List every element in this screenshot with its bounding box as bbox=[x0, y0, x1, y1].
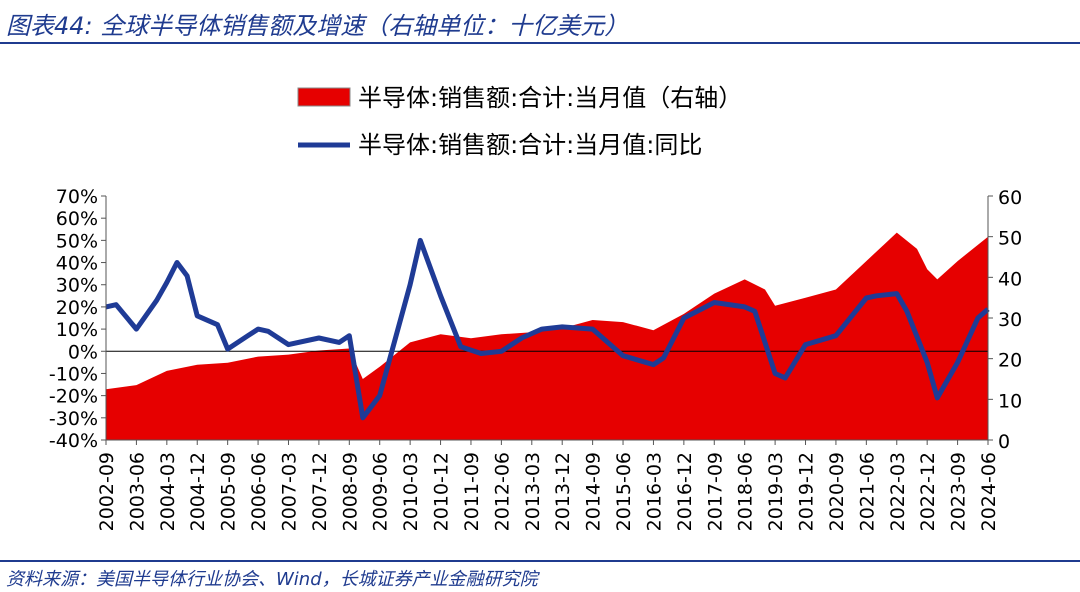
left-tick-label: 30% bbox=[56, 275, 98, 297]
right-tick-label: 0 bbox=[998, 431, 1010, 453]
right-tick-label: 60 bbox=[998, 187, 1022, 209]
x-tick-label: 2003-06 bbox=[126, 452, 148, 531]
left-tick-label: 60% bbox=[56, 208, 98, 230]
x-tick-label: 2022-12 bbox=[917, 452, 939, 531]
x-tick-label: 2007-03 bbox=[279, 452, 301, 531]
footer-divider bbox=[0, 560, 1080, 562]
left-tick-label: -20% bbox=[49, 386, 98, 408]
left-tick-label: -40% bbox=[49, 430, 98, 452]
x-tick-label: 2024-06 bbox=[978, 452, 1000, 531]
x-tick-label: 2013-12 bbox=[552, 452, 574, 531]
left-tick-label: 0% bbox=[68, 341, 98, 363]
x-tick-label: 2019-12 bbox=[796, 452, 818, 531]
x-tick-label: 2019-03 bbox=[765, 452, 787, 531]
legend-swatch-area bbox=[297, 87, 351, 107]
chart-title: 图表44: 全球半导体销售额及增速（右轴单位：十亿美元） bbox=[6, 12, 629, 40]
legend-label-area: 半导体:销售额:合计:当月值（右轴） bbox=[358, 84, 742, 112]
right-tick-label: 20 bbox=[998, 350, 1022, 372]
sales-area-series bbox=[106, 232, 988, 440]
x-tick-label: 2022-03 bbox=[887, 452, 909, 531]
right-tick-label: 30 bbox=[998, 309, 1022, 331]
chart-canvas: 半导体:销售额:合计:当月值（右轴） 半导体:销售额:合计:当月值:同比 -40… bbox=[49, 84, 1022, 531]
x-tick-label: 2021-06 bbox=[856, 452, 878, 531]
x-tick-label: 2015-06 bbox=[613, 452, 635, 531]
x-tick-label: 2011-09 bbox=[461, 452, 483, 531]
x-tick-label: 2020-09 bbox=[826, 452, 848, 531]
x-tick-label: 2007-12 bbox=[309, 452, 331, 531]
x-tick-label: 2014-09 bbox=[583, 452, 605, 531]
x-tick-label: 2010-03 bbox=[400, 452, 422, 531]
source-note: 资料来源：美国半导体行业协会、Wind，长城证券产业金融研究院 bbox=[6, 569, 538, 590]
left-tick-label: -30% bbox=[49, 408, 98, 430]
left-tick-label: 50% bbox=[56, 230, 98, 252]
x-tick-label: 2006-06 bbox=[248, 452, 270, 531]
x-tick-label: 2012-06 bbox=[491, 452, 513, 531]
x-tick-label: 2008-09 bbox=[339, 452, 361, 531]
plot-area: -40%-30%-20%-10%0%10%20%30%40%50%60%70% 0… bbox=[49, 186, 1022, 531]
x-tick-label: 2023-09 bbox=[948, 452, 970, 531]
x-tick-label: 2004-12 bbox=[187, 452, 209, 531]
x-tick-label: 2018-06 bbox=[735, 452, 757, 531]
x-tick-label: 2009-06 bbox=[370, 452, 392, 531]
x-tick-label: 2016-03 bbox=[643, 452, 665, 531]
left-tick-label: 40% bbox=[56, 253, 98, 275]
legend-label-line: 半导体:销售额:合计:当月值:同比 bbox=[358, 131, 702, 159]
x-tick-label: 2002-09 bbox=[96, 452, 118, 531]
right-tick-label: 40 bbox=[998, 268, 1022, 290]
legend: 半导体:销售额:合计:当月值（右轴） 半导体:销售额:合计:当月值:同比 bbox=[297, 84, 742, 159]
left-tick-label: -10% bbox=[49, 363, 98, 385]
right-tick-label: 50 bbox=[998, 228, 1022, 250]
x-tick-label: 2010-12 bbox=[431, 452, 453, 531]
left-tick-label: 20% bbox=[56, 297, 98, 319]
x-tick-label: 2004-03 bbox=[157, 452, 179, 531]
right-tick-label: 10 bbox=[998, 390, 1022, 412]
yoy-line-series bbox=[105, 237, 990, 421]
title-divider bbox=[0, 42, 1080, 44]
x-tick-label: 2005-09 bbox=[218, 452, 240, 531]
x-tick-label: 2016-12 bbox=[674, 452, 696, 531]
left-tick-label: 10% bbox=[56, 319, 98, 341]
x-tick-label: 2017-09 bbox=[704, 452, 726, 531]
left-tick-label: 70% bbox=[56, 186, 98, 208]
x-tick-label: 2013-03 bbox=[522, 452, 544, 531]
